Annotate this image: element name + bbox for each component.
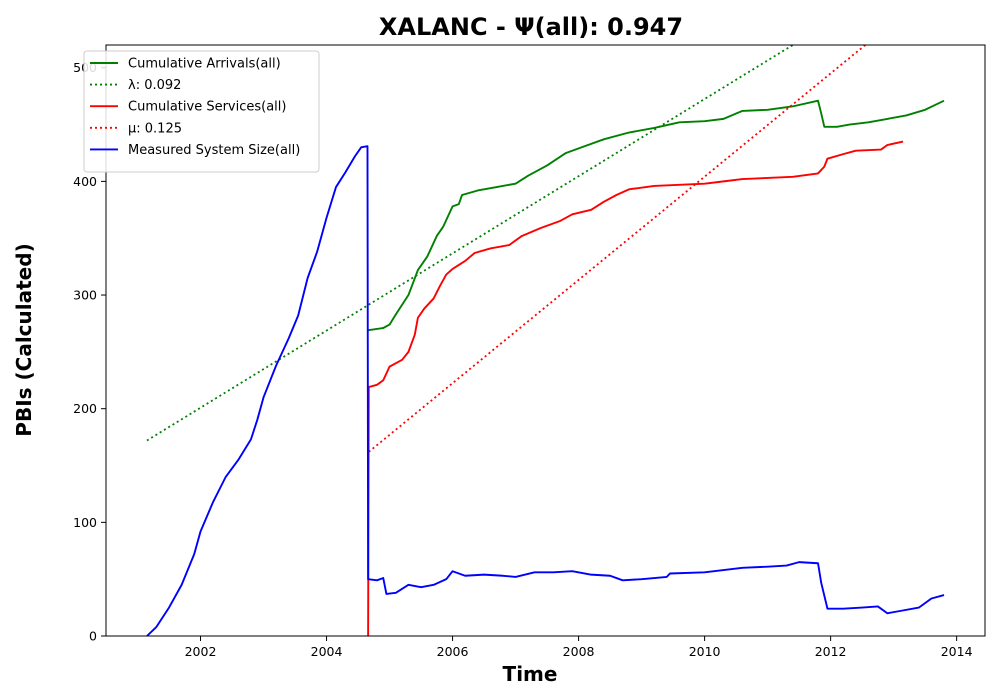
y-tick-label: 300: [73, 288, 97, 303]
x-tick-label: 2014: [941, 644, 973, 659]
chart-title: XALANC - Ψ(all): 0.947: [379, 13, 683, 41]
y-tick-label: 0: [89, 629, 97, 644]
x-tick-label: 2010: [689, 644, 721, 659]
series-line-4: [368, 45, 866, 453]
x-tick-label: 2004: [311, 644, 343, 659]
plot-area: [146, 45, 945, 636]
x-tick-label: 2006: [437, 644, 469, 659]
x-tick-label: 2008: [563, 644, 595, 659]
series-line-3: [367, 140, 904, 636]
legend-label: Measured System Size(all): [128, 143, 300, 158]
plot-frame: [105, 44, 986, 637]
legend-box: [83, 50, 320, 173]
legend-label: Cumulative Services(all): [128, 100, 286, 115]
legend-label: μ: 0.125: [128, 121, 182, 136]
x-axis-title: Time: [503, 662, 558, 686]
x-tick-label: 2002: [185, 644, 217, 659]
x-tick-label: 2012: [815, 644, 847, 659]
series-line-5: [146, 145, 945, 636]
y-axis-title: PBIs (Calculated): [12, 243, 36, 436]
legend-label: Cumulative Arrivals(all): [128, 57, 281, 72]
y-tick-label: 100: [73, 515, 97, 530]
y-tick-label: 400: [73, 174, 97, 189]
y-tick-label: 200: [73, 401, 97, 416]
legend: Cumulative Arrivals(all) λ: 0.092 Cumulati…: [83, 50, 320, 173]
series-line-1: [367, 99, 945, 332]
series-line-2: [146, 45, 794, 442]
axes: 2002 2004 2006 2008 2010 2012 2014 0 100 200 300 40…: [73, 44, 986, 659]
legend-label: λ: 0.092: [128, 78, 181, 93]
